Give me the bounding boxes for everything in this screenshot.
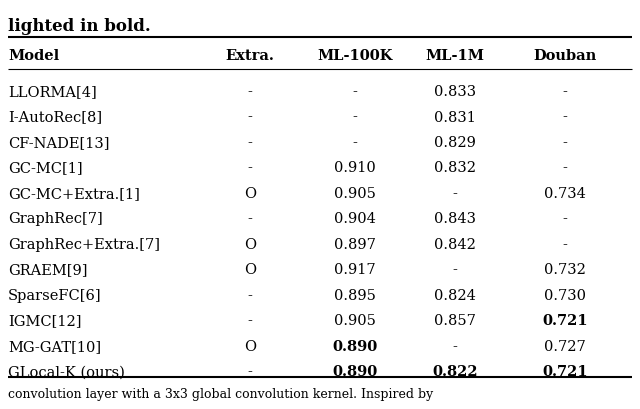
Text: GC-MC+Extra.[1]: GC-MC+Extra.[1] xyxy=(8,187,140,200)
Text: O: O xyxy=(244,237,256,252)
Text: 0.895: 0.895 xyxy=(334,288,376,302)
Text: ML-1M: ML-1M xyxy=(426,49,484,63)
Text: 0.721: 0.721 xyxy=(542,314,588,328)
Text: convolution layer with a 3x3 global convolution kernel. Inspired by: convolution layer with a 3x3 global conv… xyxy=(8,388,433,400)
Text: -: - xyxy=(248,364,252,379)
Text: 0.890: 0.890 xyxy=(332,339,378,353)
Text: Douban: Douban xyxy=(533,49,596,63)
Text: 0.917: 0.917 xyxy=(334,263,376,277)
Text: -: - xyxy=(452,187,458,200)
Text: 0.831: 0.831 xyxy=(434,110,476,124)
Text: -: - xyxy=(248,161,252,175)
Text: -: - xyxy=(248,288,252,302)
Text: -: - xyxy=(353,136,357,150)
Text: 0.843: 0.843 xyxy=(434,212,476,226)
Text: 0.905: 0.905 xyxy=(334,187,376,200)
Text: 0.721: 0.721 xyxy=(542,364,588,379)
Text: CF-NADE[13]: CF-NADE[13] xyxy=(8,136,109,150)
Text: 0.832: 0.832 xyxy=(434,161,476,175)
Text: -: - xyxy=(248,314,252,328)
Text: 0.730: 0.730 xyxy=(544,288,586,302)
Text: -: - xyxy=(452,339,458,353)
Text: 0.822: 0.822 xyxy=(432,364,478,379)
Text: LLORMA[4]: LLORMA[4] xyxy=(8,85,97,99)
Text: ML-100K: ML-100K xyxy=(317,49,393,63)
Text: MG-GAT[10]: MG-GAT[10] xyxy=(8,339,101,353)
Text: -: - xyxy=(248,212,252,226)
Text: IGMC[12]: IGMC[12] xyxy=(8,314,81,328)
Text: O: O xyxy=(244,263,256,277)
Text: 0.857: 0.857 xyxy=(434,314,476,328)
Text: -: - xyxy=(563,161,568,175)
Text: 0.824: 0.824 xyxy=(434,288,476,302)
Text: SparseFC[6]: SparseFC[6] xyxy=(8,288,102,302)
Text: Model: Model xyxy=(8,49,60,63)
Text: 0.829: 0.829 xyxy=(434,136,476,150)
Text: GRAEM[9]: GRAEM[9] xyxy=(8,263,88,277)
Text: O: O xyxy=(244,187,256,200)
Text: 0.734: 0.734 xyxy=(544,187,586,200)
Text: GraphRec+Extra.[7]: GraphRec+Extra.[7] xyxy=(8,237,160,252)
Text: 0.897: 0.897 xyxy=(334,237,376,252)
Text: 0.905: 0.905 xyxy=(334,314,376,328)
Text: lighted in bold.: lighted in bold. xyxy=(8,18,151,35)
Text: -: - xyxy=(353,85,357,99)
Text: -: - xyxy=(353,110,357,124)
Text: 0.910: 0.910 xyxy=(334,161,376,175)
Text: 0.842: 0.842 xyxy=(434,237,476,252)
Text: -: - xyxy=(563,212,568,226)
Text: I-AutoRec[8]: I-AutoRec[8] xyxy=(8,110,102,124)
Text: -: - xyxy=(248,136,252,150)
Text: -: - xyxy=(248,110,252,124)
Text: Extra.: Extra. xyxy=(225,49,275,63)
Text: -: - xyxy=(248,85,252,99)
Text: 0.727: 0.727 xyxy=(544,339,586,353)
Text: -: - xyxy=(452,263,458,277)
Text: -: - xyxy=(563,85,568,99)
Text: -: - xyxy=(563,237,568,252)
Text: GraphRec[7]: GraphRec[7] xyxy=(8,212,103,226)
Text: GC-MC[1]: GC-MC[1] xyxy=(8,161,83,175)
Text: 0.732: 0.732 xyxy=(544,263,586,277)
Text: 0.833: 0.833 xyxy=(434,85,476,99)
Text: -: - xyxy=(563,110,568,124)
Text: GLocal-K (ours): GLocal-K (ours) xyxy=(8,364,125,379)
Text: -: - xyxy=(563,136,568,150)
Text: 0.890: 0.890 xyxy=(332,364,378,379)
Text: 0.904: 0.904 xyxy=(334,212,376,226)
Text: O: O xyxy=(244,339,256,353)
